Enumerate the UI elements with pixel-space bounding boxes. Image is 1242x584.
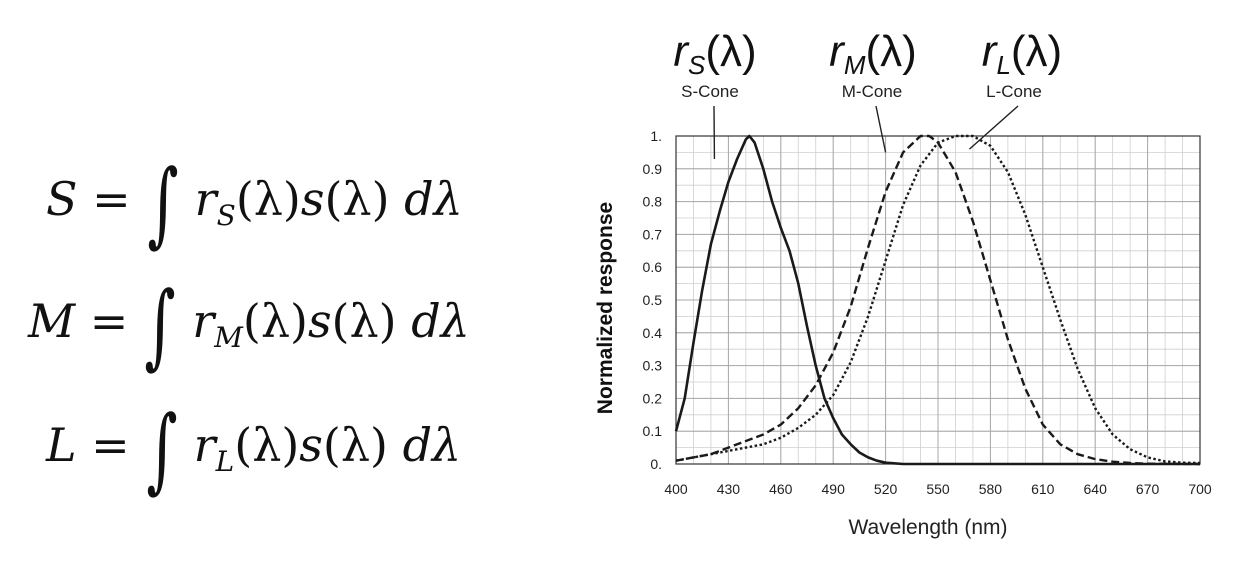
x-tick-label: 490 xyxy=(822,481,846,497)
y-tick-label: 0.3 xyxy=(643,358,663,374)
series-layer xyxy=(674,134,1201,466)
x-tick-labels: 400 430 460 490 520 550 580 610 640 670 700 xyxy=(664,481,1212,497)
x-axis-label: Wavelength (nm) xyxy=(848,516,1007,539)
eq-lhs: L xyxy=(46,418,77,472)
series-math-label: rM(λ) xyxy=(829,27,917,80)
x-tick-label: 670 xyxy=(1136,481,1160,497)
equation-m: M = ∫ rM(λ)s(λ) dλ xyxy=(28,272,470,379)
x-tick-label: 640 xyxy=(1084,481,1108,497)
y-tick-label: 0.5 xyxy=(643,292,663,308)
leader-line xyxy=(968,105,1019,150)
x-tick-label: 430 xyxy=(717,481,741,497)
y-tick-labels: 0. 0.1 0.2 0.3 0.4 0.5 0.6 0.7 0.8 0.9 1. xyxy=(643,128,663,472)
y-tick-label: 1. xyxy=(650,128,662,144)
series-math-label: rS(λ) xyxy=(673,27,756,80)
integral-sign: ∫ xyxy=(144,272,176,379)
leader-line xyxy=(875,105,887,153)
y-tick-label: 0.2 xyxy=(643,390,663,406)
y-axis-label: Normalized response xyxy=(594,202,617,414)
x-tick-label: 550 xyxy=(926,481,950,497)
integral-sign: ∫ xyxy=(147,150,179,257)
series-s-cone xyxy=(674,134,1200,466)
integral-sign: ∫ xyxy=(146,396,178,503)
series-math-label: rL(λ) xyxy=(982,27,1062,80)
series-l-cone xyxy=(675,134,1201,465)
eq-lhs: M xyxy=(28,294,76,348)
y-tick-label: 0.7 xyxy=(643,226,663,242)
y-tick-label: 0.9 xyxy=(643,161,663,177)
x-tick-label: 520 xyxy=(874,481,898,497)
equation-s: S = ∫ rS(λ)s(λ) dλ xyxy=(46,150,463,257)
x-tick-label: 700 xyxy=(1188,481,1212,497)
y-tick-label: 0.1 xyxy=(643,423,663,439)
y-tick-label: 0.8 xyxy=(643,194,663,210)
series-m-cone xyxy=(675,134,1201,466)
series-label: M-Cone xyxy=(842,82,902,101)
x-tick-label: 460 xyxy=(769,481,793,497)
x-tick-label: 610 xyxy=(1031,481,1055,497)
x-tick-label: 580 xyxy=(979,481,1003,497)
y-tick-label: 0.6 xyxy=(643,259,663,275)
y-tick-label: 0.4 xyxy=(643,325,663,341)
series-label: S-Cone xyxy=(681,82,739,101)
x-tick-label: 400 xyxy=(664,481,688,497)
series-annotations: rS(λ) S-Cone rM(λ) M-Cone rL(λ) L-Cone xyxy=(673,27,1062,159)
equation-l: L = ∫ rL(λ)s(λ) dλ xyxy=(46,396,462,503)
eq-lhs: S xyxy=(46,172,78,226)
y-tick-label: 0. xyxy=(650,456,662,472)
series-label: L-Cone xyxy=(986,82,1042,101)
